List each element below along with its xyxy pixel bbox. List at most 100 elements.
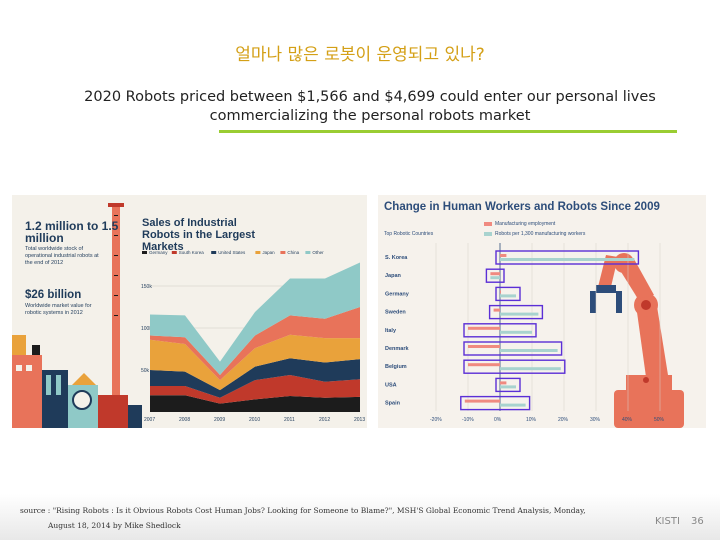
highlight-box [488,304,544,320]
footer-band [0,494,720,540]
x-tick-label: 2010 [249,417,260,423]
robots-bar [490,276,500,280]
subtitle-line-1: 2020 Robots priced between $1,566 and $4… [84,89,656,105]
country-label: Denmark [385,346,409,352]
page-number: 36 [691,516,704,527]
legend-swatch [171,251,177,254]
robots-swatch [484,231,492,236]
y-tick-label: 150k [141,284,152,290]
x-tick-label: 2012 [319,417,330,423]
org-name: KISTI [655,516,680,527]
market-value-description: Worldwide market value for robotic syste… [25,303,92,316]
title-underline [219,130,677,133]
employment-bar [500,381,507,385]
top-countries-label: Top Robotic Countries [384,231,434,237]
legend-label: Japan [262,250,275,255]
x-tick-label: 50% [654,417,665,423]
market-value-stat: $26 billion [25,289,82,301]
x-tick-label: 0% [494,417,502,423]
country-label: Japan [385,273,402,279]
employment-bar [490,272,500,276]
stock-stat-value: 1.2 million to 1.5 million [25,219,119,245]
x-tick-label: -10% [462,417,474,423]
x-tick-label: 30% [590,417,601,423]
legend-robots: Robots per 1,300 manufacturing workers [484,231,585,237]
area-series-china [150,307,360,381]
legend-label: China [287,250,299,255]
x-tick-label: 2009 [214,417,225,423]
legend-swatch [305,251,311,254]
x-tick-label: -20% [430,417,442,423]
robots-bar [500,385,516,389]
area-series-japan [150,334,360,391]
source-citation-date: August 18, 2014 by Mike Shedlock [48,521,181,530]
legend-label: South Korea [179,250,205,255]
country-label: Sweden [385,310,406,316]
legend-swatch [280,251,286,254]
employment-bar [468,326,500,330]
employment-swatch [484,221,492,226]
x-tick-label: 10% [526,417,537,423]
area-series-germany [150,395,360,412]
change-bar-chart: -20% -10% 0% 10% 20% 30% 40% 50% S. Korea Japan Ge… [385,243,665,423]
country-label: S. Korea [385,255,408,261]
robots-bar [500,367,561,371]
legend-label: Other [312,250,324,255]
x-tick-label: 2013 [354,417,365,423]
robots-bar [500,330,532,334]
x-tick-label: 40% [622,417,633,423]
workers-robots-infographic: Change in Human Workers and Robots Since… [378,195,706,428]
highlight-box [463,323,537,338]
area-series-united-states [150,358,360,398]
legend-swatch [211,251,217,254]
change-chart-title: Change in Human Workers and Robots Since… [384,201,660,213]
country-label: Germany [385,291,410,297]
highlight-box [495,286,521,302]
legend-robots-label: Robots per 1,300 manufacturing workers [495,231,586,237]
highlight-box [460,395,531,411]
robots-bar [500,294,516,298]
slide-subtitle: 2020 Robots priced between $1,566 and $4… [40,88,700,126]
legend-label: Germany [149,250,168,255]
robots-bar [500,403,526,407]
employment-bar [468,363,500,367]
legend-employment-label: Manufacturing employment [495,221,556,227]
x-tick-label: 2011 [284,417,295,423]
robots-bar [500,349,558,352]
legend-swatch [142,251,147,254]
highlight-box [463,359,566,374]
robots-bar [500,258,635,261]
x-tick-label: 2008 [179,417,190,423]
x-tick-label: 20% [558,417,569,423]
country-label: Italy [385,328,397,334]
country-label: Belgium [385,364,407,370]
legend-label: United States [218,250,246,255]
industrial-robots-infographic: 1.2 million to 1.5 million Total worldwi… [12,195,367,428]
y-tick-label: 100k [141,326,152,332]
x-tick-label: 2007 [144,417,155,423]
source-citation: source : "Rising Robots : Is it Obvious … [20,506,586,515]
y-tick-label: 50k [141,368,150,374]
highlight-box [495,377,521,393]
subtitle-line-2: commercializing the personal robots mark… [209,108,531,124]
employment-bar [500,290,501,294]
legend-employment: Manufacturing employment [484,221,555,227]
country-label: Spain [385,401,401,407]
employment-bar [500,254,507,257]
stock-stat-description: Total worldwide stock of operational ind… [25,246,99,266]
area-series-south-korea [150,375,360,404]
country-label: USA [385,382,397,388]
highlight-box [495,250,640,265]
employment-bar [468,345,500,348]
highlight-box [485,268,505,283]
robots-bar [500,312,539,316]
area-series-other [150,262,360,376]
factory-illustration [12,203,142,428]
employment-bar [464,399,500,403]
slide-title: 얼마나 많은 로봇이 운영되고 있나? [235,45,485,65]
sales-area-chart: 150k 100k 50k 2007 2008 2009 2010 2011 2012 2013 G… [141,250,365,423]
sales-chart-title: Sales of Industrial Robots in the Larges… [142,217,256,253]
employment-bar [493,308,500,312]
legend-swatch [255,251,261,254]
highlight-box [463,341,563,356]
